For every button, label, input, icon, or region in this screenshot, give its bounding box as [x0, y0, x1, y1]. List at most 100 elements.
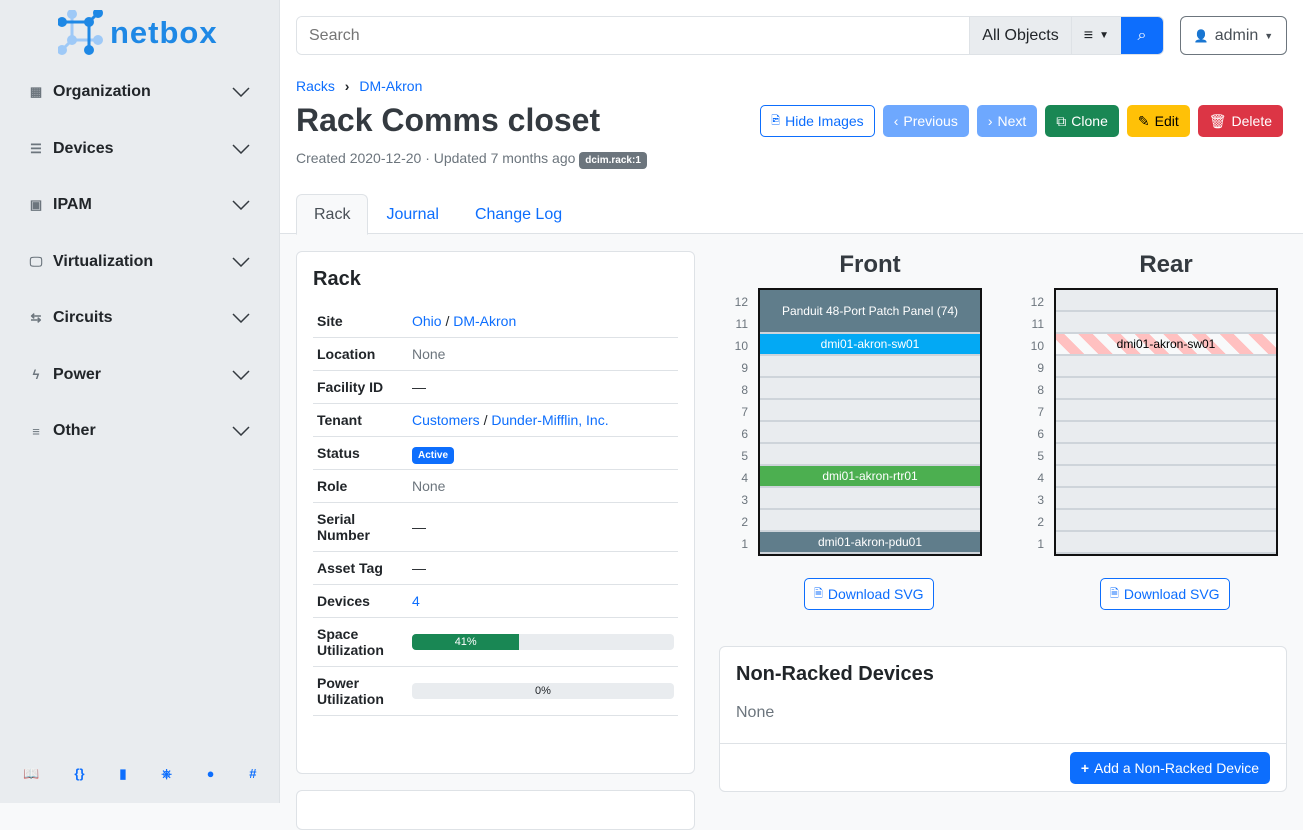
power-utilization-label: 0% [535, 685, 551, 697]
bookmark-icon[interactable]: ▮ [119, 766, 127, 781]
created-updated-text: Created 2020-12-20 · Updated 7 months ag… [296, 150, 576, 166]
sidebar-item-circuits[interactable]: ⇆ Circuits [28, 303, 250, 333]
chevron-down-icon [232, 200, 250, 210]
table-row: Devices 4 [313, 584, 678, 618]
github-icon[interactable]: ● [206, 766, 215, 781]
sidebar-item-label: Devices [53, 139, 114, 157]
region-link[interactable]: Ohio [412, 313, 442, 329]
download-front-svg-button[interactable]: 🗎 Download SVG [804, 578, 934, 610]
next-card [296, 790, 695, 830]
table-row: Location None [313, 337, 678, 371]
edit-button[interactable]: ✎ Edit [1126, 105, 1190, 137]
hide-images-button[interactable]: 🖻 Hide Images [760, 105, 875, 137]
rack-device[interactable]: Panduit 48-Port Patch Panel (74) [760, 290, 980, 334]
rack-unit-slot[interactable] [760, 510, 980, 532]
username: admin [1214, 26, 1259, 44]
serial-value: — [408, 502, 678, 552]
brand-name: netbox [110, 15, 218, 50]
rack-device[interactable]: dmi01-akron-pdu01 [760, 532, 980, 554]
tenant-link[interactable]: Dunder-Mifflin, Inc. [491, 412, 609, 428]
clone-button[interactable]: ⧉ Clone [1045, 105, 1119, 137]
rack-device[interactable]: dmi01-akron-sw01 [1056, 334, 1276, 356]
rack-device[interactable]: dmi01-akron-sw01 [760, 334, 980, 356]
search-input[interactable] [297, 17, 970, 54]
status-badge: Active [412, 447, 455, 464]
helm-icon[interactable]: ⎈ [161, 766, 172, 781]
search-button[interactable]: ⌕ [1121, 17, 1163, 54]
breadcrumb-site[interactable]: DM-Akron [359, 78, 423, 94]
rack-unit-slot[interactable] [760, 422, 980, 444]
plus-icon: + [1080, 760, 1090, 776]
unit-number: 9 [741, 361, 748, 375]
filter-icon: ≡ [1083, 26, 1094, 44]
object-meta: Created 2020-12-20 · Updated 7 months ag… [296, 150, 647, 169]
rack-unit-slot[interactable] [1056, 444, 1276, 466]
site-link[interactable]: DM-Akron [453, 313, 517, 329]
rack-unit-slot[interactable] [760, 378, 980, 400]
unit-number: 4 [1037, 471, 1044, 485]
page-title: Rack Comms closet [296, 102, 601, 138]
filter-dropdown-button[interactable]: ≡ ▼ [1070, 17, 1121, 54]
rack-unit-slot[interactable] [1056, 356, 1276, 378]
caret-down-icon: ▼ [1264, 30, 1274, 41]
rack-unit-slot[interactable] [1056, 422, 1276, 444]
rack-unit-slot[interactable] [1056, 466, 1276, 488]
netbox-logo-icon [58, 10, 103, 55]
rack-unit-slot[interactable] [1056, 488, 1276, 510]
rack-unit-slot[interactable] [1056, 400, 1276, 422]
download-rear-svg-button[interactable]: 🗎 Download SVG [1100, 578, 1230, 610]
notes-icon: ≡ [32, 423, 40, 439]
previous-button[interactable]: ‹ Previous [882, 105, 969, 137]
rack-unit-slot[interactable] [1056, 312, 1276, 334]
field-label: Asset Tag [313, 551, 408, 585]
sidebar-item-organization[interactable]: ▦ Organization [28, 77, 250, 107]
previous-label: Previous [903, 113, 958, 129]
tab-change-log[interactable]: Change Log [474, 206, 563, 223]
pencil-icon: ✎ [1137, 112, 1150, 129]
rack-unit-slot[interactable] [1056, 378, 1276, 400]
table-row: Role None [313, 469, 678, 503]
tenant-group-link[interactable]: Customers [412, 412, 480, 428]
non-racked-value: None [736, 704, 775, 721]
sidebar-item-power[interactable]: ϟ Power [28, 360, 250, 390]
rack-unit-slot[interactable] [1056, 532, 1276, 554]
tab-rack[interactable]: Rack [296, 194, 369, 235]
rack-unit-slot[interactable] [1056, 510, 1276, 532]
next-button[interactable]: › Next [976, 105, 1038, 137]
delete-button[interactable]: 🗑 Delete [1197, 105, 1283, 137]
add-non-racked-device-button[interactable]: + Add a Non-Racked Device [1069, 752, 1270, 784]
sidebar-item-devices[interactable]: ☰ Devices [28, 134, 250, 164]
file-image-icon: 🖻 [771, 114, 781, 127]
rear-rack-elevation: dmi01-akron-sw01 [1054, 288, 1278, 556]
rack-device[interactable]: dmi01-akron-rtr01 [760, 466, 980, 488]
card-title: Rack [313, 268, 361, 290]
field-label: Location [313, 337, 408, 371]
chevron-down-icon [232, 313, 250, 323]
rack-unit-slot[interactable] [1056, 290, 1276, 312]
edit-label: Edit [1154, 113, 1179, 129]
devices-link[interactable]: 4 [412, 593, 420, 609]
chevron-down-icon [232, 369, 250, 380]
netbox-logo[interactable]: netbox [58, 10, 218, 56]
breadcrumb-racks[interactable]: Racks [296, 78, 335, 94]
tab-journal[interactable]: Journal [386, 206, 439, 223]
api-braces-icon[interactable]: {} [74, 766, 85, 781]
rack-unit-slot[interactable] [760, 488, 980, 510]
sidebar-item-ipam[interactable]: ▣ IPAM [28, 190, 250, 220]
book-icon[interactable]: 📖 [23, 766, 40, 781]
slack-icon[interactable]: # [249, 766, 257, 781]
object-type-select[interactable]: All Objects [969, 17, 1071, 54]
sidebar-item-other[interactable]: ≡ Other [28, 416, 250, 446]
rack-unit-slot[interactable] [760, 444, 980, 466]
user-menu-button[interactable]: 👤 admin ▼ [1180, 16, 1287, 55]
rack-unit-slot[interactable] [760, 356, 980, 378]
table-row: Space Utilization 41% [313, 617, 678, 667]
sidebar-item-label: Other [53, 422, 96, 439]
field-label: Tenant [313, 403, 408, 437]
table-row: Power Utilization 0% [313, 666, 678, 716]
facility-value: — [408, 370, 678, 404]
rack-unit-slot[interactable] [760, 400, 980, 422]
sidebar-item-virtualization[interactable]: 🖵 Virtualization [28, 247, 250, 277]
chevron-right-icon: › [344, 78, 350, 94]
flash-icon: ϟ [32, 367, 40, 382]
